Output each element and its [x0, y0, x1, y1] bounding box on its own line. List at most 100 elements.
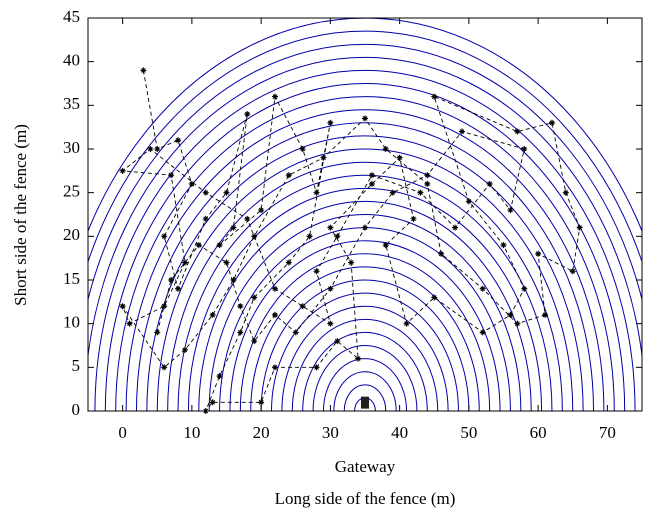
point	[362, 115, 368, 122]
ring	[135, 122, 595, 411]
point	[147, 146, 154, 152]
point	[216, 373, 223, 380]
ring	[167, 162, 563, 411]
trajectory	[121, 70, 581, 412]
point	[465, 198, 472, 205]
ring	[94, 69, 636, 411]
point	[327, 119, 334, 126]
point	[403, 320, 410, 327]
x-tick-label: 30	[322, 423, 339, 442]
point	[548, 119, 555, 126]
point	[285, 172, 292, 179]
point	[313, 189, 320, 196]
annotation: Gateway	[335, 457, 396, 476]
gateway-marker	[361, 396, 369, 409]
point	[271, 364, 278, 371]
point	[479, 329, 486, 336]
plot-frame	[87, 17, 643, 412]
point	[299, 146, 306, 152]
x-tick-label: 50	[460, 423, 477, 442]
point	[514, 320, 521, 327]
point	[258, 399, 265, 406]
ring	[333, 371, 397, 411]
x-tick-label: 10	[183, 423, 200, 442]
point	[542, 311, 549, 318]
x-axis-label: Long side of the fence (m)	[275, 489, 456, 508]
ring	[187, 187, 543, 411]
point	[500, 242, 507, 249]
y-tick-label: 35	[63, 94, 80, 113]
point	[237, 303, 244, 310]
ring	[271, 293, 459, 411]
point	[251, 338, 258, 345]
point	[507, 207, 514, 214]
point	[161, 364, 168, 371]
x-tick-label: 0	[118, 423, 127, 442]
point	[313, 268, 320, 275]
point	[140, 67, 147, 74]
ring	[104, 83, 626, 411]
point	[438, 250, 445, 257]
point	[237, 329, 244, 336]
ring	[88, 43, 642, 302]
point	[244, 111, 251, 118]
point	[452, 224, 459, 231]
y-tick-label: 20	[63, 225, 80, 244]
point	[362, 224, 368, 231]
point	[389, 189, 396, 196]
point	[175, 137, 182, 144]
point	[258, 207, 265, 214]
point	[486, 180, 493, 187]
point	[181, 346, 188, 353]
point	[327, 320, 334, 327]
ring	[291, 319, 439, 411]
point	[368, 172, 375, 179]
point	[507, 311, 514, 318]
point	[251, 233, 258, 240]
point	[576, 224, 583, 231]
point	[327, 224, 334, 231]
point	[292, 329, 299, 336]
ring	[88, 30, 642, 264]
ring	[250, 266, 480, 411]
point	[410, 215, 417, 222]
point	[382, 146, 389, 152]
y-tick-label: 5	[72, 356, 81, 375]
point	[348, 259, 355, 266]
point	[119, 303, 126, 310]
point	[271, 311, 278, 318]
point	[424, 172, 431, 179]
point	[327, 285, 334, 292]
point	[521, 146, 528, 152]
point	[521, 285, 528, 292]
point	[514, 128, 521, 135]
point	[271, 285, 278, 292]
point	[168, 277, 175, 283]
x-tick-label: 60	[530, 423, 547, 442]
point	[313, 364, 320, 371]
y-tick-label: 10	[63, 313, 80, 332]
point	[382, 242, 389, 249]
plot: 0 10 20 30 40 50 60 70 0 5 10 15 20 25 30 35 40 45	[63, 7, 642, 442]
ring	[88, 56, 642, 361]
point	[424, 180, 431, 187]
ring	[156, 148, 574, 411]
point	[306, 233, 313, 240]
point	[223, 189, 230, 196]
point	[535, 250, 542, 257]
point	[355, 355, 362, 362]
ring	[125, 110, 605, 411]
point	[209, 311, 216, 318]
y-tick-label: 15	[63, 269, 80, 288]
point	[479, 285, 486, 292]
point	[251, 294, 258, 301]
x-tick-label: 70	[599, 423, 616, 442]
y-axis-label: Short side of the fence (m)	[11, 124, 30, 306]
x-tick-label: 20	[253, 423, 270, 442]
y-tick-label: 40	[63, 51, 80, 70]
ring	[281, 305, 449, 411]
ring	[115, 96, 615, 411]
point	[202, 215, 209, 222]
point	[431, 93, 438, 100]
